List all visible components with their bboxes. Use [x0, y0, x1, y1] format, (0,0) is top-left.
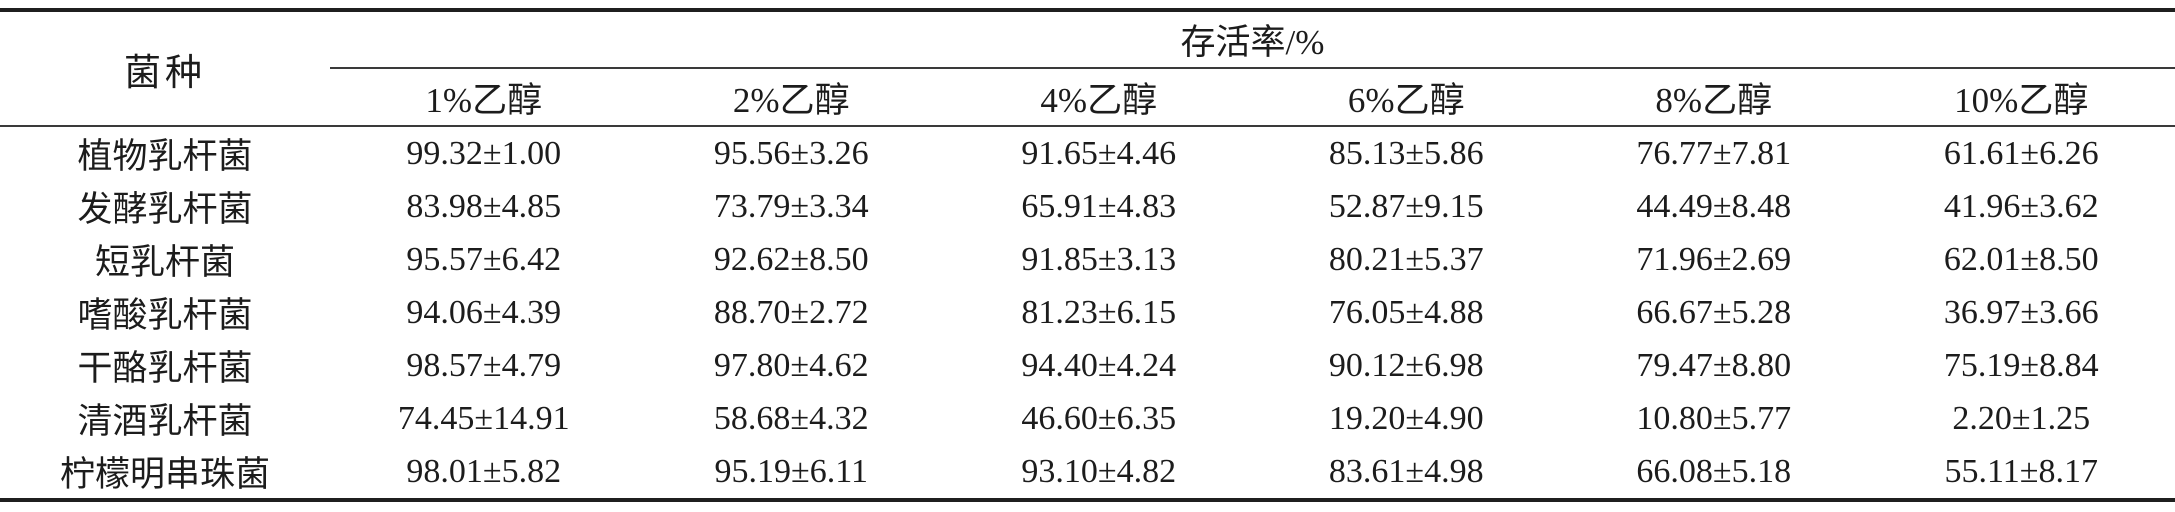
value-cell: 97.80±4.62 — [713, 346, 869, 384]
value-cell: 41.96±3.62 — [1943, 187, 2099, 225]
value-cell: 91.65±4.46 — [1021, 134, 1177, 172]
table-row: 短乳杆菌 95.57±6.42 92.62±8.50 91.85±3.13 80… — [0, 233, 2175, 286]
value-cell: 88.70±2.72 — [713, 293, 869, 331]
value-cell: 74.45±14.91 — [397, 399, 570, 437]
col-header-4pct-ethanol: 4%乙醇 — [945, 68, 1253, 127]
header-row-sub: 1%乙醇 2%乙醇 4%乙醇 6%乙醇 8%乙醇 10%乙醇 — [0, 68, 2175, 127]
table-row: 发酵乳杆菌 83.98±4.85 73.79±3.34 65.91±4.83 5… — [0, 180, 2175, 233]
value-cell: 46.60±6.35 — [1021, 399, 1177, 437]
value-cell: 61.61±6.26 — [1943, 134, 2099, 172]
value-cell: 62.01±8.50 — [1943, 240, 2099, 278]
col-header-1pct-ethanol: 1%乙醇 — [330, 68, 638, 127]
survival-rate-spanner-header: 存活率/% — [330, 10, 2175, 69]
table-row: 清酒乳杆菌 74.45±14.91 58.68±4.32 46.60±6.35 … — [0, 392, 2175, 445]
value-cell: 55.11±8.17 — [1944, 452, 2098, 490]
strain-name: 清酒乳杆菌 — [77, 402, 253, 441]
col-header-10pct-ethanol: 10%乙醇 — [1867, 68, 2175, 127]
value-cell: 76.77±7.81 — [1636, 134, 1792, 172]
survival-rate-table: 菌种 存活率/% 1%乙醇 2%乙醇 4%乙醇 6%乙醇 8%乙醇 10%乙醇 … — [0, 8, 2175, 502]
col-header-6pct-ethanol: 6%乙醇 — [1252, 68, 1560, 127]
table-row: 植物乳杆菌 99.32±1.00 95.56±3.26 91.65±4.46 8… — [0, 126, 2175, 180]
value-cell: 95.56±3.26 — [713, 134, 869, 172]
strain-name: 发酵乳杆菌 — [77, 190, 253, 229]
value-cell: 58.68±4.32 — [713, 399, 869, 437]
value-cell: 98.57±4.79 — [406, 346, 562, 384]
strain-name: 短乳杆菌 — [94, 243, 235, 282]
value-cell: 79.47±8.80 — [1636, 346, 1792, 384]
value-cell: 83.61±4.98 — [1328, 452, 1484, 490]
value-cell: 66.08±5.18 — [1636, 452, 1792, 490]
strain-name: 柠檬明串珠菌 — [59, 455, 270, 494]
value-cell: 95.19±6.11 — [714, 452, 868, 490]
col-header-8pct-ethanol: 8%乙醇 — [1560, 68, 1868, 127]
value-cell: 99.32±1.00 — [406, 134, 562, 172]
value-cell: 95.57±6.42 — [406, 240, 562, 278]
value-cell: 19.20±4.90 — [1328, 399, 1484, 437]
value-cell: 92.62±8.50 — [713, 240, 869, 278]
table-row: 干酪乳杆菌 98.57±4.79 97.80±4.62 94.40±4.24 9… — [0, 339, 2175, 392]
col-header-2pct-ethanol: 2%乙醇 — [637, 68, 945, 127]
value-cell: 75.19±8.84 — [1943, 346, 2099, 384]
value-cell: 90.12±6.98 — [1328, 346, 1484, 384]
value-cell: 65.91±4.83 — [1021, 187, 1177, 225]
value-cell: 94.06±4.39 — [406, 293, 562, 331]
value-cell: 98.01±5.82 — [406, 452, 562, 490]
table-row: 嗜酸乳杆菌 94.06±4.39 88.70±2.72 81.23±6.15 7… — [0, 286, 2175, 339]
value-cell: 80.21±5.37 — [1328, 240, 1484, 278]
value-cell: 44.49±8.48 — [1636, 187, 1792, 225]
value-cell: 93.10±4.82 — [1021, 452, 1177, 490]
value-cell: 52.87±9.15 — [1328, 187, 1484, 225]
strain-name: 植物乳杆菌 — [77, 137, 253, 176]
value-cell: 73.79±3.34 — [713, 187, 869, 225]
value-cell: 10.80±5.77 — [1636, 399, 1792, 437]
value-cell: 36.97±3.66 — [1943, 293, 2099, 331]
value-cell: 71.96±2.69 — [1636, 240, 1792, 278]
value-cell: 83.98±4.85 — [406, 187, 562, 225]
value-cell: 85.13±5.86 — [1328, 134, 1484, 172]
strain-name: 干酪乳杆菌 — [77, 349, 253, 388]
value-cell: 81.23±6.15 — [1021, 293, 1177, 331]
value-cell: 91.85±3.13 — [1021, 240, 1177, 278]
table-row: 柠檬明串珠菌 98.01±5.82 95.19±6.11 93.10±4.82 … — [0, 445, 2175, 500]
strain-column-header: 菌种 — [0, 10, 330, 127]
value-cell: 94.40±4.24 — [1021, 346, 1177, 384]
header-row-top: 菌种 存活率/% — [0, 10, 2175, 127]
value-cell: 2.20±1.25 — [1952, 399, 2091, 437]
strain-name: 嗜酸乳杆菌 — [77, 296, 253, 335]
value-cell: 66.67±5.28 — [1636, 293, 1792, 331]
value-cell: 76.05±4.88 — [1328, 293, 1484, 331]
